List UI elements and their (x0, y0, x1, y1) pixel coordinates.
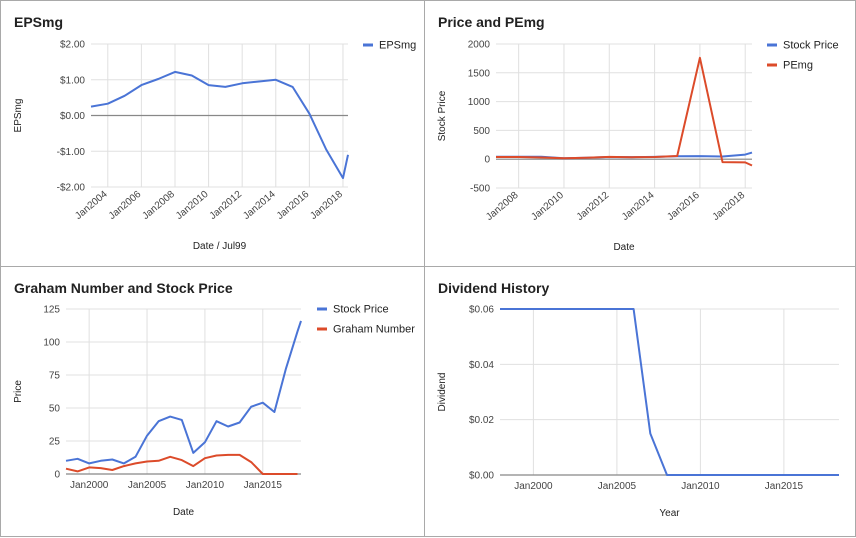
y-tick-label: 500 (473, 126, 490, 137)
x-axis-label: Date (613, 242, 635, 253)
y-tick-label: -$1.00 (57, 147, 86, 158)
x-tick-label: Jan2006 (107, 189, 144, 222)
x-tick-label: Jan2018 (308, 189, 345, 222)
legend-label: PEmg (783, 60, 813, 72)
legend-label: Graham Number (333, 324, 415, 336)
x-tick-label: Jan2010 (681, 481, 720, 492)
y-tick-label: $0.00 (469, 471, 494, 482)
chart-title: EPSmg (14, 14, 63, 30)
legend-swatch (317, 307, 327, 311)
x-tick-label: Jan2014 (241, 189, 278, 222)
chart-title: Graham Number and Stock Price (14, 280, 233, 296)
y-axis-label: Price (13, 380, 24, 403)
epsmg-chart: EPSmg$2.00$1.00$0.00-$1.00-$2.00Jan2004J… (13, 14, 416, 252)
x-tick-label: Jan2012 (575, 190, 612, 223)
x-tick-label: Jan2016 (665, 190, 702, 223)
x-tick-label: Jan2005 (128, 480, 167, 491)
x-axis-label: Year (659, 508, 680, 519)
x-tick-label: Jan2014 (620, 190, 657, 223)
legend-label: EPSmg (379, 40, 416, 52)
y-axis-label: Dividend (437, 373, 448, 412)
x-tick-label: Jan2012 (208, 189, 245, 222)
y-tick-label: -500 (470, 184, 490, 195)
x-tick-label: Jan2010 (529, 190, 566, 223)
x-axis-label: Date / Jul99 (193, 241, 247, 252)
x-tick-label: Jan2000 (514, 481, 553, 492)
y-tick-label: $2.00 (60, 40, 85, 51)
legend-label: Stock Price (333, 304, 389, 316)
graham-number-chart: Graham Number and Stock Price 125 100 75 50 2… (13, 280, 415, 518)
chart-title: Dividend History (438, 280, 549, 296)
y-tick-label: 75 (49, 371, 61, 382)
y-tick-label: $0.06 (469, 305, 494, 316)
legend-swatch (767, 63, 777, 67)
x-tick-label: Jan2010 (174, 189, 211, 222)
y-tick-label: 2000 (468, 40, 491, 51)
legend-swatch (317, 327, 327, 331)
dividend-history-chart: Dividend History $0.06 $0.04 $0.02 $0.00 Jan2… (437, 280, 839, 519)
x-tick-label: Jan2018 (711, 190, 748, 223)
x-tick-label: Jan2000 (70, 480, 109, 491)
series-line-pemg (496, 56, 753, 167)
x-tick-label: Jan2015 (244, 480, 283, 491)
y-axis-label: Stock Price (437, 90, 448, 141)
price-pemg-chart-panel: Price and PEmg 2000 1500 1000 500 0 -500 Jan200… (424, 0, 856, 267)
y-tick-label: $0.04 (469, 360, 494, 371)
series-line-graham-number (65, 453, 298, 475)
x-tick-label: Jan2015 (765, 481, 804, 492)
y-tick-label: -$2.00 (57, 183, 86, 194)
legend-swatch (767, 43, 777, 47)
price-pemg-chart: Price and PEmg 2000 1500 1000 500 0 -500Jan200… (437, 14, 839, 253)
series-line-epsmg (90, 70, 349, 180)
x-tick-label: Jan2008 (484, 190, 521, 223)
series-line-stock-price (65, 320, 302, 465)
x-tick-label: Jan2010 (186, 480, 225, 491)
y-tick-label: 1500 (468, 68, 491, 79)
graham-number-chart-panel: Graham Number and Stock Price 125 100 75 50 2… (0, 266, 425, 537)
series-line-dividend (500, 308, 839, 476)
x-tick-label: Jan2005 (598, 481, 637, 492)
x-tick-label: Jan2008 (140, 189, 177, 222)
y-tick-label: 125 (43, 305, 60, 316)
y-tick-label: 0 (484, 155, 490, 166)
x-tick-label: Jan2004 (73, 189, 110, 222)
y-tick-label: 50 (49, 404, 61, 415)
dividend-history-chart-panel: Dividend History $0.06 $0.04 $0.02 $0.00 Jan2… (424, 266, 856, 537)
y-axis-label: EPSmg (13, 99, 24, 133)
x-axis-label: Date (173, 507, 195, 518)
y-tick-label: $1.00 (60, 75, 85, 86)
chart-title: Price and PEmg (438, 14, 545, 30)
legend-label: Stock Price (783, 40, 839, 52)
y-tick-label: $0.00 (60, 111, 85, 122)
y-tick-label: 100 (43, 338, 60, 349)
y-tick-label: 1000 (468, 97, 491, 108)
x-tick-label: Jan2016 (275, 189, 312, 222)
y-tick-label: 25 (49, 437, 61, 448)
epsmg-chart-panel: EPSmg $2.00 $1.00 $0.00 -$1.00 -$2.00 Jan2004 J… (0, 0, 425, 267)
y-tick-label: 0 (54, 470, 60, 481)
legend-swatch (363, 43, 373, 47)
y-tick-label: $0.02 (469, 415, 494, 426)
